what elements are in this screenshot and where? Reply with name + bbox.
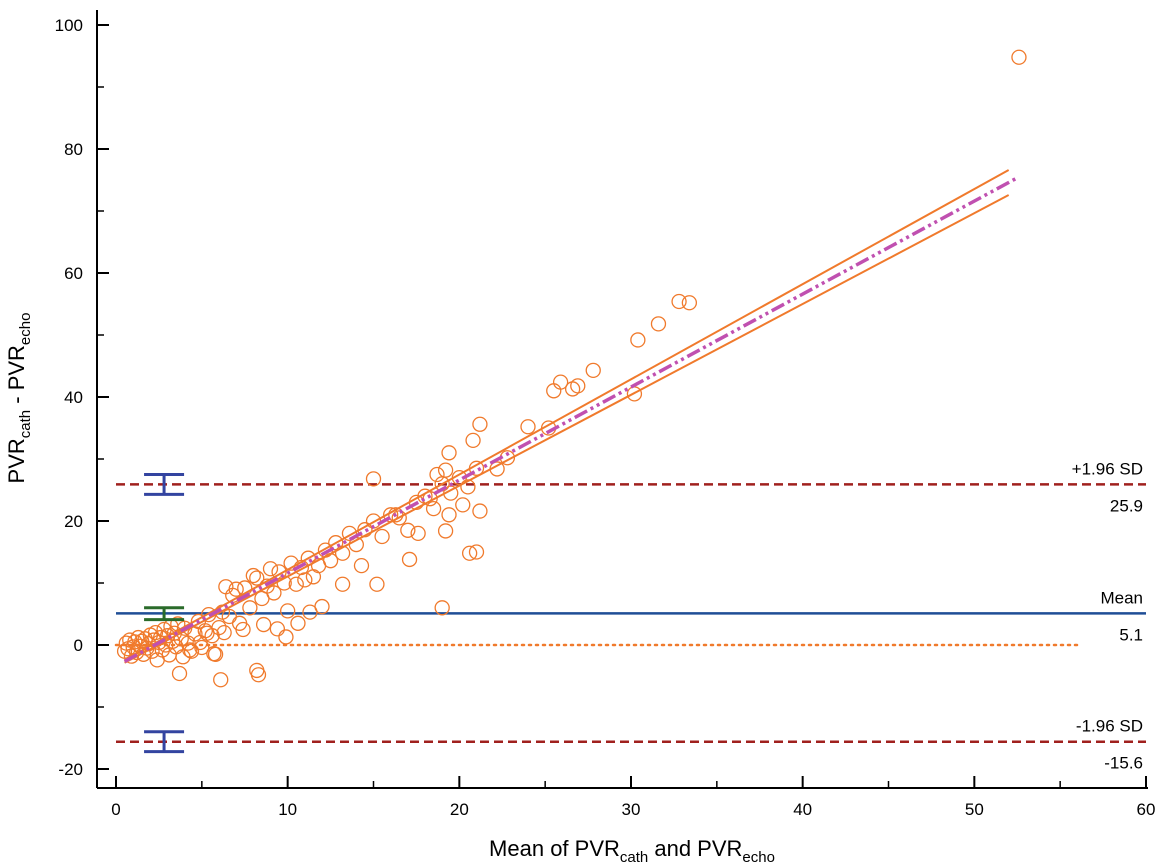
data-point [328, 535, 344, 551]
data-point [455, 497, 471, 513]
data-point [437, 523, 454, 539]
y-tick-label: 20 [64, 512, 83, 531]
data-point [520, 419, 536, 435]
data-point [650, 316, 667, 332]
y-tick-label: 60 [64, 264, 83, 283]
regression-ci-upper-line [124, 169, 1010, 661]
data-point [206, 646, 222, 662]
lower-line-name-label: -1.96 SD [1076, 717, 1143, 736]
data-point [288, 576, 304, 592]
data-point [369, 576, 385, 592]
data-point [401, 551, 418, 568]
data-point [1011, 49, 1027, 65]
data-point [213, 672, 229, 688]
data-point [472, 503, 488, 519]
data-point [249, 570, 265, 586]
data-point [192, 634, 208, 651]
data-point [671, 293, 687, 310]
data-point [437, 462, 454, 478]
data-point [585, 362, 601, 378]
data-point [182, 642, 198, 658]
regression-ci-lower-line [124, 194, 1010, 664]
x-tick-label: 10 [278, 800, 297, 819]
data-point [269, 621, 286, 637]
upper-line-value-label: 25.9 [1110, 496, 1143, 515]
regression-line [123, 176, 1019, 663]
data-point [441, 507, 457, 523]
x-tick-label: 60 [1137, 800, 1156, 819]
y-tick-label: 0 [74, 636, 83, 655]
data-point [552, 374, 569, 390]
data-point [365, 471, 382, 487]
y-tick-label: -20 [58, 760, 83, 779]
data-point [468, 544, 485, 560]
confidence-interval-layer [144, 473, 185, 754]
data-point [278, 629, 294, 645]
y-tick-label: 100 [55, 16, 83, 35]
y-tick-label: 80 [64, 140, 83, 159]
data-point [374, 528, 390, 545]
data-point [228, 581, 244, 597]
data-point [280, 603, 296, 619]
data-point [460, 479, 476, 495]
data-point [250, 667, 267, 683]
upper-line-name-label: +1.96 SD [1072, 459, 1143, 478]
x-tick-label: 0 [111, 800, 120, 819]
x-tick-label: 50 [965, 800, 984, 819]
data-point [245, 567, 261, 584]
x-tick-label: 40 [793, 800, 812, 819]
data-point [216, 624, 232, 641]
data-point [235, 621, 251, 638]
data-point [255, 616, 272, 633]
data-point [410, 525, 426, 542]
data-point [297, 572, 313, 588]
x-tick-label: 20 [450, 800, 469, 819]
data-point [266, 585, 282, 601]
data-point [681, 295, 698, 311]
data-point [262, 561, 279, 577]
y-axis-title: PVRcath - PVRecho [4, 313, 34, 484]
regression-lines-layer [123, 169, 1019, 664]
data-point [434, 600, 450, 616]
data-point [630, 332, 646, 348]
data-point [334, 576, 351, 592]
lower-line-value-label: -15.6 [1104, 754, 1143, 773]
data-point [171, 665, 188, 682]
data-point [242, 600, 258, 616]
data-point [472, 416, 488, 432]
data-point [425, 500, 442, 517]
confidence-interval-marker [144, 473, 185, 496]
axes-layer [96, 10, 1148, 789]
mean-line-name-label: Mean [1100, 588, 1143, 607]
data-point [314, 598, 330, 615]
data-point [441, 445, 457, 461]
data-point [570, 378, 586, 394]
data-point [290, 615, 306, 631]
labels-layer: +1.96 SD 25.9 Mean 5.1 -1.96 SD -15.6 -20 0 20 40… [55, 16, 1156, 819]
mean-line-value-label: 5.1 [1119, 625, 1143, 644]
confidence-interval-marker [144, 730, 185, 754]
data-point [147, 624, 164, 641]
data-point [461, 545, 478, 561]
data-point [353, 557, 370, 574]
data-point [400, 522, 416, 538]
data-point [341, 525, 358, 542]
data-point [183, 643, 200, 659]
data-point [334, 545, 351, 561]
x-axis-title: Mean of PVRcath and PVRecho [489, 836, 775, 866]
reference-lines-layer [114, 483, 1146, 743]
x-tick-label: 30 [622, 800, 641, 819]
confidence-interval-marker [144, 606, 185, 622]
data-point [465, 432, 481, 449]
y-tick-label: 40 [64, 388, 83, 407]
data-point [429, 466, 445, 483]
